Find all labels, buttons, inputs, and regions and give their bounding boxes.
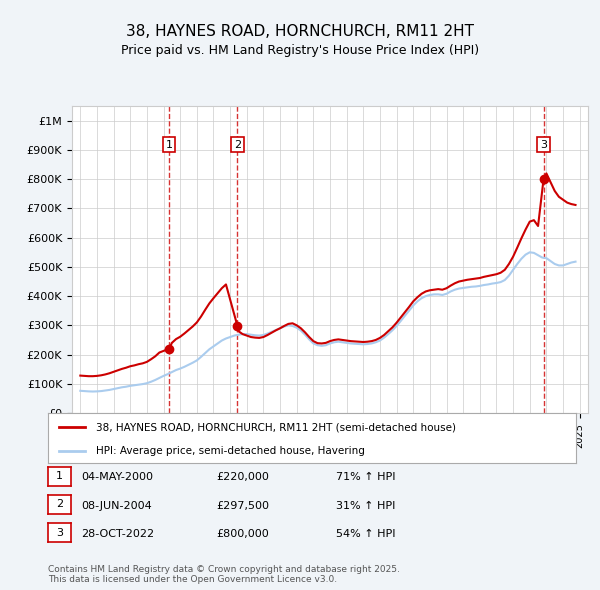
Text: 54% ↑ HPI: 54% ↑ HPI xyxy=(336,529,395,539)
Text: 3: 3 xyxy=(540,140,547,149)
Text: £297,500: £297,500 xyxy=(216,501,269,510)
Text: 38, HAYNES ROAD, HORNCHURCH, RM11 2HT (semi-detached house): 38, HAYNES ROAD, HORNCHURCH, RM11 2HT (s… xyxy=(95,422,455,432)
Text: 71% ↑ HPI: 71% ↑ HPI xyxy=(336,473,395,482)
Text: 3: 3 xyxy=(56,528,63,537)
Text: 08-JUN-2004: 08-JUN-2004 xyxy=(81,501,152,510)
Text: 2: 2 xyxy=(234,140,241,149)
Text: 04-MAY-2000: 04-MAY-2000 xyxy=(81,473,153,482)
Text: 1: 1 xyxy=(56,471,63,481)
Text: Price paid vs. HM Land Registry's House Price Index (HPI): Price paid vs. HM Land Registry's House … xyxy=(121,44,479,57)
Text: £800,000: £800,000 xyxy=(216,529,269,539)
Text: 38, HAYNES ROAD, HORNCHURCH, RM11 2HT: 38, HAYNES ROAD, HORNCHURCH, RM11 2HT xyxy=(126,24,474,38)
Text: HPI: Average price, semi-detached house, Havering: HPI: Average price, semi-detached house,… xyxy=(95,445,364,455)
Text: 31% ↑ HPI: 31% ↑ HPI xyxy=(336,501,395,510)
Text: 2: 2 xyxy=(56,500,63,509)
Text: 28-OCT-2022: 28-OCT-2022 xyxy=(81,529,154,539)
Text: 1: 1 xyxy=(166,140,173,149)
Text: £220,000: £220,000 xyxy=(216,473,269,482)
Text: Contains HM Land Registry data © Crown copyright and database right 2025.
This d: Contains HM Land Registry data © Crown c… xyxy=(48,565,400,584)
